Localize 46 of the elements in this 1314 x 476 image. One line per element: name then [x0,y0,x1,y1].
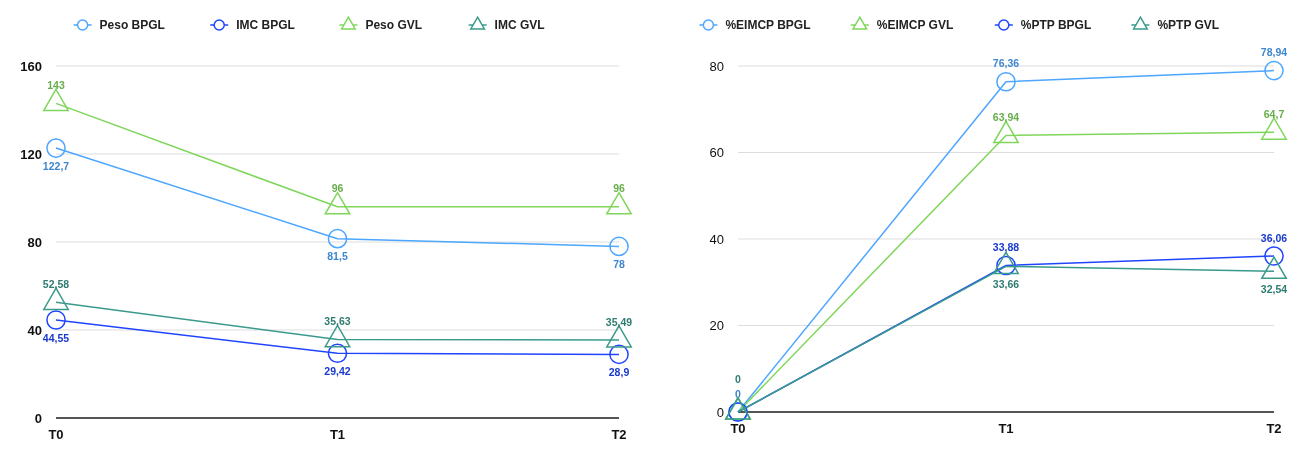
data-label: 36,06 [1260,231,1288,244]
y-tick-label: 40 [709,231,724,247]
legend-label: %PTP GVL [1157,18,1220,33]
legend-label: IMC BPGL [236,18,295,33]
data-label: 64,7 [1263,107,1285,120]
legend-label: %PTP BPGL [1020,18,1092,33]
data-label: 35,63 [324,315,351,328]
data-label: 28,9 [608,366,630,379]
legend-label: Peso BPGL [99,18,165,33]
y-tick-label: 0 [716,404,724,420]
y-tick-label: 80 [27,234,42,250]
legend-label: %EIMCP BPGL [725,18,811,33]
x-tick-label: T1 [998,420,1014,436]
data-label: 81,5 [327,250,348,263]
data-label: 122,7 [42,159,70,172]
x-tick-label: T0 [48,426,64,442]
y-tick-label: 120 [20,146,42,162]
data-label: 0 [735,387,742,400]
y-tick-label: 160 [20,58,42,74]
y-tick-label: 20 [709,318,724,334]
data-label: 78,94 [1260,46,1288,59]
data-label: 76,36 [992,57,1020,70]
data-label: 35,49 [605,315,633,328]
data-label: 96 [331,182,344,195]
data-label: 44,55 [42,331,70,344]
legend-label: Peso GVL [365,18,423,33]
data-label: 33,66 [992,278,1020,291]
x-tick-label: T0 [730,420,746,436]
y-tick-label: 60 [709,145,724,161]
y-tick-label: 80 [709,58,724,74]
x-tick-label: T2 [611,426,627,442]
x-tick-label: T2 [1266,420,1282,436]
data-label: 63,94 [992,111,1020,124]
data-label: 143 [47,79,65,92]
x-tick-label: T1 [329,426,346,442]
data-label: 52,58 [42,278,70,290]
data-label: 0 [735,372,742,385]
y-tick-label: 0 [34,410,42,426]
legend-label: %EIMCP GVL [876,18,954,33]
data-label: 96 [613,182,625,195]
data-label: 29,42 [324,364,351,377]
legend-label: IMC GVL [494,18,545,33]
data-label: 78 [613,258,625,271]
y-tick-label: 40 [27,322,42,338]
data-label: 32,54 [1260,282,1288,295]
data-label: 33,88 [992,241,1020,254]
